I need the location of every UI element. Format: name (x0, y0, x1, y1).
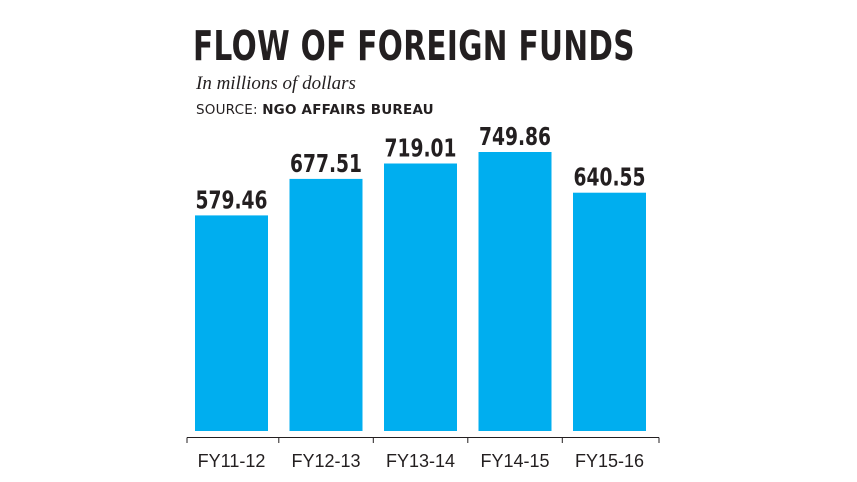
bar-fy14-15 (478, 152, 552, 431)
chart-title: FLOW OF FOREIGN FUNDS (193, 22, 635, 70)
category-label: FY15-16 (575, 451, 644, 471)
source-name: NGO AFFAIRS BUREAU (262, 102, 434, 118)
value-label: 749.86 (479, 122, 551, 151)
bar-fy12-13 (289, 178, 363, 431)
category-label: FY14-15 (480, 451, 549, 471)
source-prefix: SOURCE: (196, 102, 263, 118)
category-label: FY13-14 (386, 451, 455, 471)
x-axis (186, 437, 660, 443)
chart-subtitle: In millions of dollars (196, 73, 356, 94)
value-labels-group: 579.46 677.51 719.01 749.86 640.55 (196, 122, 646, 214)
value-label: 579.46 (196, 185, 268, 214)
value-label: 640.55 (574, 163, 646, 192)
category-labels-group: FY11-12 FY12-13 FY13-14 FY14-15 FY15-16 (198, 451, 644, 471)
category-label: FY11-12 (198, 451, 266, 471)
value-label: 677.51 (290, 149, 362, 178)
value-label: 719.01 (385, 134, 457, 163)
chart-source: SOURCE: NGO AFFAIRS BUREAU (196, 102, 434, 118)
bar-fy15-16 (573, 192, 646, 431)
category-label: FY12-13 (291, 451, 360, 471)
bar-fy13-14 (384, 163, 457, 431)
bar-fy11-12 (195, 215, 268, 431)
bars-group (195, 152, 646, 431)
